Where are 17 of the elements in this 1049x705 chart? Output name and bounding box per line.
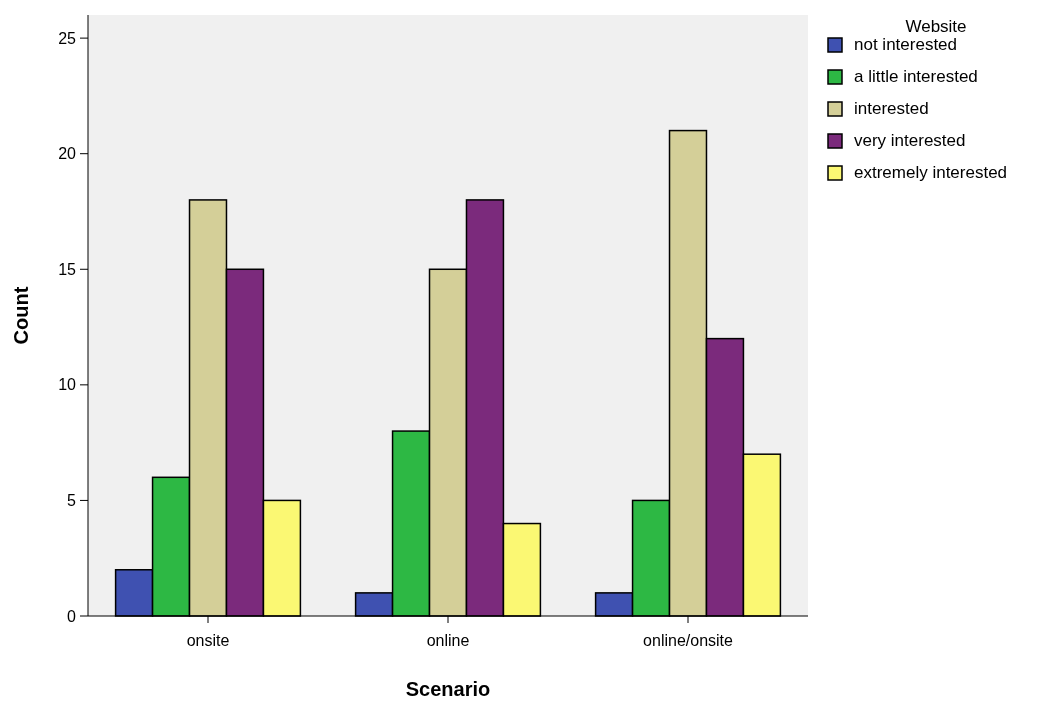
legend-label: interested bbox=[854, 99, 929, 118]
x-tick-label: onsite bbox=[186, 632, 230, 649]
x-tick-label: online/onsite bbox=[643, 632, 734, 649]
y-tick-label: 10 bbox=[58, 376, 77, 394]
y-tick-label: 5 bbox=[67, 492, 77, 510]
y-tick-label: 0 bbox=[67, 607, 77, 625]
legend-label: not interested bbox=[854, 35, 958, 54]
legend-label: extremely interested bbox=[854, 163, 1008, 182]
x-tick-label: online bbox=[426, 632, 470, 649]
y-tick-label: 20 bbox=[58, 145, 77, 163]
y-tick-label: 15 bbox=[58, 260, 77, 278]
x-axis-title: Scenario bbox=[405, 678, 491, 700]
legend-label: very interested bbox=[854, 131, 966, 150]
legend-title: Website bbox=[905, 17, 967, 36]
legend-label: a little interested bbox=[854, 67, 978, 86]
y-tick-label: 25 bbox=[58, 29, 77, 47]
y-axis-title: Count bbox=[10, 286, 32, 345]
